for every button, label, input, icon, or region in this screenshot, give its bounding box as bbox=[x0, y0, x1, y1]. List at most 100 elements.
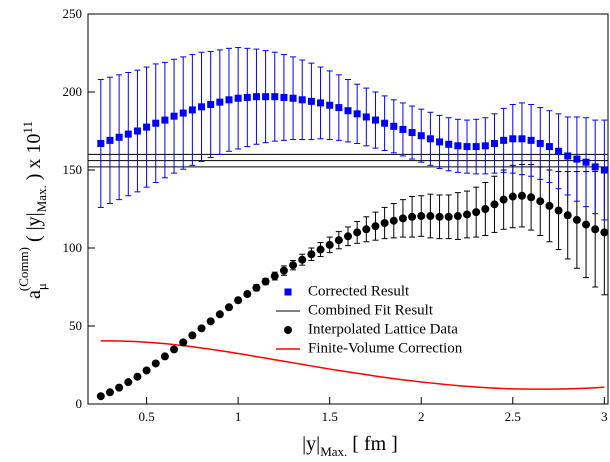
y-label-part: a bbox=[23, 290, 45, 299]
point bbox=[408, 129, 416, 137]
point bbox=[381, 119, 389, 127]
y-axis-label: aμ(Comm) ( |y|Max. ) x 1011 bbox=[16, 121, 49, 299]
point bbox=[344, 107, 352, 115]
point bbox=[371, 222, 380, 231]
x-label-part: |y| bbox=[302, 433, 320, 455]
point bbox=[105, 388, 114, 397]
point bbox=[445, 140, 453, 148]
point bbox=[262, 93, 270, 101]
point bbox=[426, 212, 435, 221]
point bbox=[490, 200, 499, 209]
point bbox=[371, 116, 379, 124]
point bbox=[436, 138, 444, 146]
point bbox=[417, 132, 425, 140]
point bbox=[243, 93, 251, 101]
point bbox=[289, 94, 297, 102]
point bbox=[206, 317, 215, 326]
point bbox=[435, 212, 444, 221]
y-tick-label: 200 bbox=[63, 84, 83, 99]
point bbox=[573, 155, 581, 163]
point bbox=[463, 210, 472, 219]
legend-label: Corrected Result bbox=[308, 283, 410, 299]
point bbox=[271, 93, 279, 101]
y-tick-label: 50 bbox=[69, 318, 82, 333]
legend-marker bbox=[284, 326, 292, 334]
point bbox=[463, 143, 471, 151]
point bbox=[582, 220, 591, 229]
point bbox=[198, 103, 206, 111]
point bbox=[362, 113, 370, 121]
point bbox=[545, 143, 553, 151]
point bbox=[289, 261, 298, 270]
point bbox=[417, 212, 426, 221]
point bbox=[316, 245, 325, 254]
point bbox=[160, 352, 169, 361]
point bbox=[143, 123, 151, 131]
point bbox=[509, 135, 517, 143]
point bbox=[591, 225, 600, 234]
x-tick-label: 3 bbox=[601, 409, 608, 424]
point bbox=[216, 98, 224, 106]
point bbox=[380, 219, 389, 228]
point bbox=[499, 195, 508, 204]
point bbox=[554, 206, 563, 215]
point bbox=[325, 240, 334, 249]
point bbox=[600, 166, 608, 174]
point bbox=[353, 110, 361, 118]
point bbox=[518, 135, 526, 143]
point bbox=[481, 205, 490, 213]
point bbox=[389, 216, 398, 225]
point bbox=[207, 100, 215, 108]
point bbox=[115, 133, 123, 141]
point bbox=[252, 283, 261, 292]
legend-label: Combined Fit Result bbox=[308, 302, 434, 318]
y-label-part: (Comm) bbox=[16, 247, 31, 291]
point bbox=[508, 192, 517, 201]
point bbox=[152, 119, 160, 127]
point bbox=[151, 359, 160, 368]
point bbox=[161, 116, 169, 124]
point bbox=[179, 109, 187, 117]
x-tick-label: 2 bbox=[418, 409, 425, 424]
point bbox=[444, 212, 453, 221]
point bbox=[115, 383, 124, 392]
point bbox=[408, 212, 417, 221]
point bbox=[472, 208, 481, 217]
point bbox=[142, 366, 151, 375]
x-tick-label: 1.5 bbox=[322, 409, 338, 424]
legend-marker bbox=[284, 288, 292, 296]
point bbox=[298, 255, 307, 264]
y-label-part: ( |y| bbox=[23, 212, 45, 247]
point bbox=[426, 135, 434, 143]
point bbox=[399, 125, 407, 133]
point bbox=[261, 277, 270, 286]
point bbox=[317, 99, 325, 107]
point bbox=[133, 372, 142, 381]
plot-frame bbox=[87, 13, 609, 405]
point bbox=[234, 94, 242, 102]
point bbox=[298, 96, 306, 104]
point bbox=[344, 232, 352, 241]
point bbox=[179, 338, 188, 347]
point bbox=[454, 142, 462, 150]
y-tick-label: 100 bbox=[63, 240, 83, 255]
point bbox=[545, 201, 554, 210]
point bbox=[280, 93, 288, 101]
point bbox=[572, 215, 581, 224]
point bbox=[334, 236, 343, 245]
point bbox=[490, 139, 498, 147]
point bbox=[124, 378, 133, 387]
point bbox=[527, 193, 536, 202]
point bbox=[243, 290, 252, 299]
point bbox=[563, 211, 572, 220]
x-label-part: [ fm ] bbox=[347, 433, 398, 455]
point bbox=[517, 191, 526, 200]
point bbox=[170, 112, 178, 120]
point bbox=[582, 158, 590, 166]
x-tick-label: 0.5 bbox=[138, 409, 154, 424]
point bbox=[390, 122, 398, 130]
y-label-part: Max. bbox=[34, 185, 49, 212]
point bbox=[106, 136, 114, 144]
point bbox=[133, 127, 141, 135]
point bbox=[500, 136, 508, 144]
